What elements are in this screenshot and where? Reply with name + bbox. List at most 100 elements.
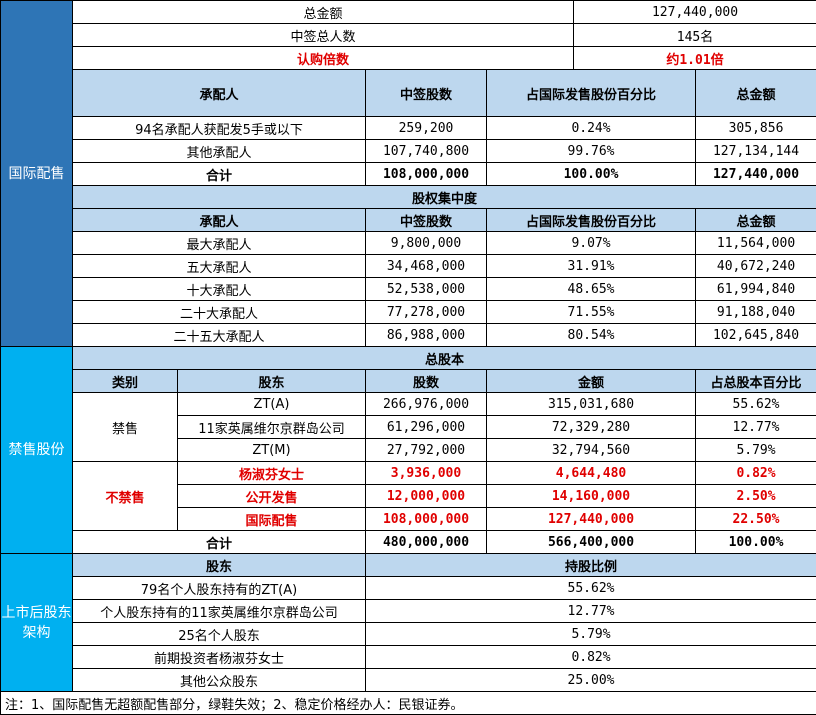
cell: 国际配售 (178, 508, 366, 531)
cell: 71.55% (487, 301, 696, 324)
side-label-locked-shares: 禁售股份 (1, 347, 73, 554)
cell: 11家英属维尔京群岛公司 (178, 416, 366, 439)
cell: 61,994,840 (696, 278, 816, 301)
cell: 其他承配人 (73, 140, 366, 163)
table-row: 承配人中签股数占国际发售股份百分比总金额 (1, 70, 816, 117)
cell: 40,672,240 (696, 255, 816, 278)
cell: 个人股东持有的11家英属维尔京群岛公司 (73, 600, 366, 623)
cell: 480,000,000 (366, 531, 487, 554)
table-row: 认购倍数约1.01倍 (1, 47, 816, 70)
cell: 公开发售 (178, 485, 366, 508)
summary-value: 145名 (574, 24, 816, 47)
section-title: 总股本 (73, 347, 816, 370)
cell: 86,988,000 (366, 324, 487, 347)
category-locked: 禁售 (73, 393, 178, 462)
cell: 27,792,000 (366, 439, 487, 462)
cell: 最大承配人 (73, 232, 366, 255)
cell: 3,936,000 (366, 462, 487, 485)
total-label: 合计 (73, 531, 366, 554)
cell: 94名承配人获配发5手或以下 (73, 117, 366, 140)
cell: 100.00% (696, 531, 816, 554)
cell: ZT(M) (178, 439, 366, 462)
cell: 102,645,840 (696, 324, 816, 347)
footnote: 注：1、国际配售无超额配售部分，绿鞋失效；2、稳定价格经办人：民银证券。 (1, 692, 816, 715)
cell: 二十大承配人 (73, 301, 366, 324)
cell: 14,160,000 (487, 485, 696, 508)
column-header: 总金额 (696, 70, 816, 117)
cell: 0.24% (487, 117, 696, 140)
cell: 107,740,800 (366, 140, 487, 163)
cell: 61,296,000 (366, 416, 487, 439)
summary-label: 认购倍数 (73, 47, 574, 70)
total-label: 合计 (73, 163, 366, 186)
section-title: 股权集中度 (73, 186, 816, 209)
column-header: 股数 (366, 370, 487, 393)
cell: 108,000,000 (366, 163, 487, 186)
cell: 五大承配人 (73, 255, 366, 278)
summary-label: 中签总人数 (73, 24, 574, 47)
cell: 9.07% (487, 232, 696, 255)
cell: 127,440,000 (487, 508, 696, 531)
table-row: 79名个人股东持有的ZT(A)55.62% (1, 577, 816, 600)
summary-value: 127,440,000 (574, 1, 816, 24)
cell: 305,856 (696, 117, 816, 140)
cell: 259,200 (366, 117, 487, 140)
cell: 55.62% (696, 393, 816, 416)
cell: 11,564,000 (696, 232, 816, 255)
cell: 12,000,000 (366, 485, 487, 508)
summary-value: 约1.01倍 (574, 47, 816, 70)
table-row: 承配人中签股数占国际发售股份百分比总金额 (1, 209, 816, 232)
cell: 12.77% (366, 600, 816, 623)
column-header: 总金额 (696, 209, 816, 232)
column-header: 占国际发售股份百分比 (487, 70, 696, 117)
cell: ZT(A) (178, 393, 366, 416)
column-header: 承配人 (73, 70, 366, 117)
cell: 108,000,000 (366, 508, 487, 531)
cell: 79名个人股东持有的ZT(A) (73, 577, 366, 600)
side-label-intl-placing: 国际配售 (1, 1, 73, 347)
cell: 127,134,144 (696, 140, 816, 163)
cell: 34,468,000 (366, 255, 487, 278)
cell: 十大承配人 (73, 278, 366, 301)
column-header: 承配人 (73, 209, 366, 232)
cell: 5.79% (696, 439, 816, 462)
cell: 48.65% (487, 278, 696, 301)
table-row: 注：1、国际配售无超额配售部分，绿鞋失效；2、稳定价格经办人：民银证券。 (1, 692, 816, 715)
cell: 32,794,560 (487, 439, 696, 462)
column-header: 持股比例 (366, 554, 816, 577)
cell: 91,188,040 (696, 301, 816, 324)
column-header: 金额 (487, 370, 696, 393)
cell: 25名个人股东 (73, 623, 366, 646)
cell: 127,440,000 (696, 163, 816, 186)
cell: 99.76% (487, 140, 696, 163)
summary-label: 总金额 (73, 1, 574, 24)
cell: 266,976,000 (366, 393, 487, 416)
column-header: 类别 (73, 370, 178, 393)
cell: 二十五大承配人 (73, 324, 366, 347)
cell: 77,278,000 (366, 301, 487, 324)
column-header: 中签股数 (366, 209, 487, 232)
column-header: 占国际发售股份百分比 (487, 209, 696, 232)
cell: 72,329,280 (487, 416, 696, 439)
cell: 0.82% (366, 646, 816, 669)
cell: 0.82% (696, 462, 816, 485)
cell: 315,031,680 (487, 393, 696, 416)
category-unlocked: 不禁售 (73, 462, 178, 531)
cell: 80.54% (487, 324, 696, 347)
cell: 5.79% (366, 623, 816, 646)
cell: 12.77% (696, 416, 816, 439)
